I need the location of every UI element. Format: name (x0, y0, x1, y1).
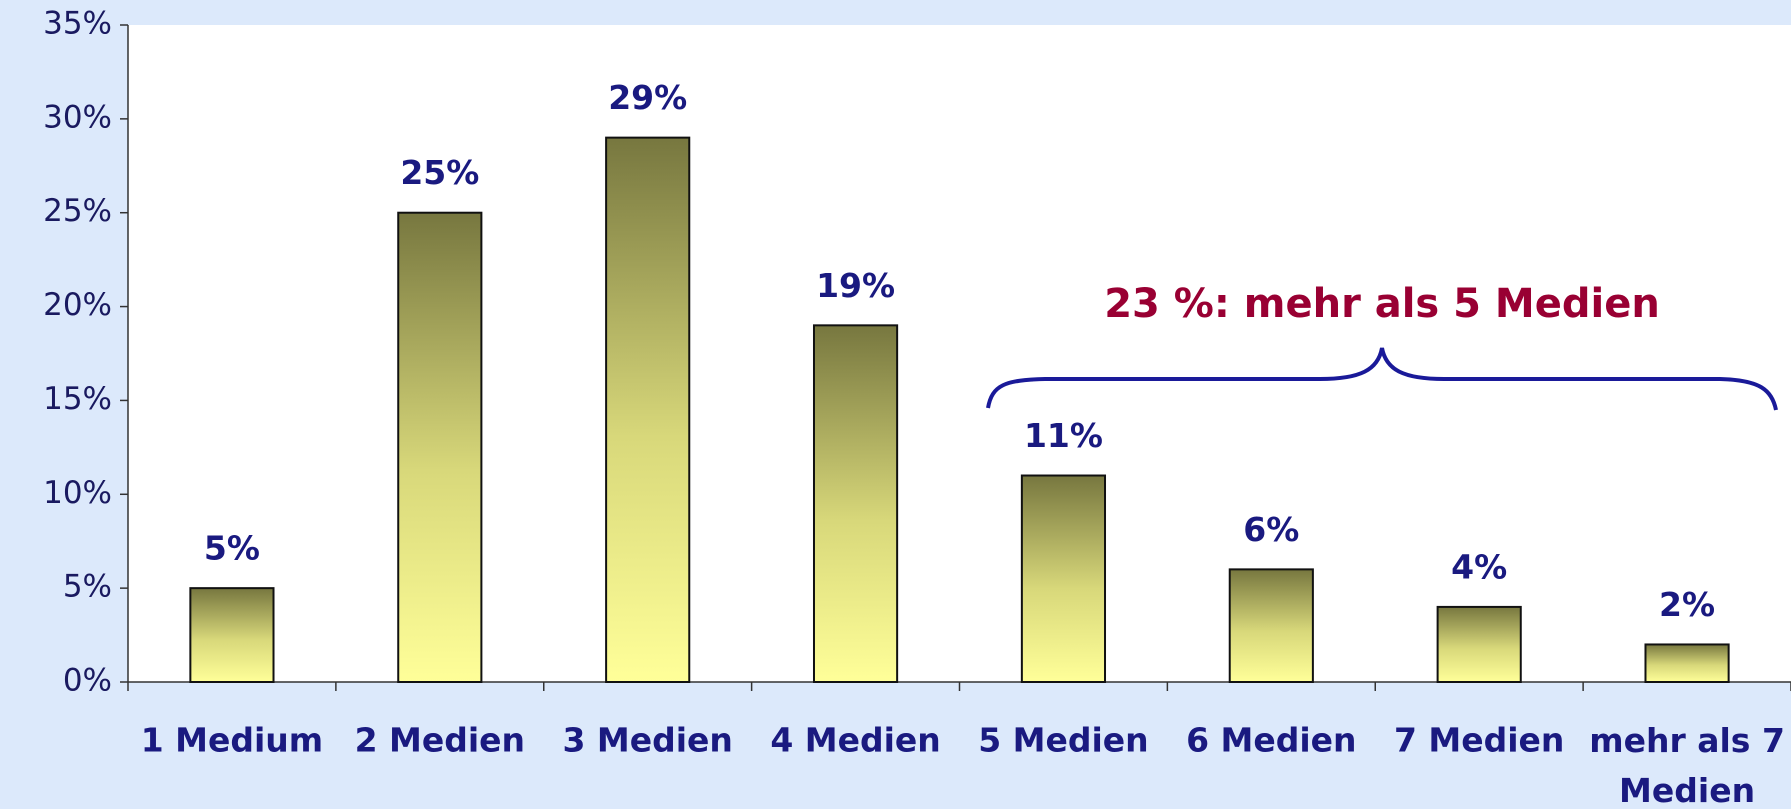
bar (189, 587, 275, 684)
bar (1020, 474, 1107, 683)
plot-area (128, 25, 1791, 682)
annotation: 23 %: mehr als 5 Medien (1104, 281, 1660, 327)
brace (986, 347, 1778, 411)
x-tick-label: 6 Medien (1186, 721, 1356, 760)
bar (397, 211, 483, 683)
y-tick-label: 20% (43, 287, 112, 323)
y-tick-label: 5% (63, 569, 112, 605)
x-tick-label: 1 Medium (141, 721, 323, 760)
x-tick-label: 7 Medien (1394, 721, 1564, 760)
bar (812, 324, 899, 683)
x-tick-label: 2 Medien (355, 721, 525, 760)
bar (1436, 605, 1522, 684)
y-tick-label: 30% (43, 99, 112, 135)
bar (1228, 568, 1314, 683)
y-tick-label: 25% (43, 193, 112, 229)
value-label: 19% (816, 266, 895, 305)
y-tick-label: 35% (43, 6, 112, 42)
y-tick-label: 15% (43, 381, 112, 417)
x-tick-label: 4 Medien (770, 721, 940, 760)
y-tick-label: 10% (43, 475, 112, 511)
y-tick-label: 0% (63, 663, 112, 699)
x-tick-label: 3 Medien (562, 721, 732, 760)
value-label: 5% (204, 529, 260, 568)
bar (1644, 643, 1730, 684)
x-tick-label: 5 Medien (978, 721, 1148, 760)
bar (605, 136, 691, 683)
value-label: 29% (608, 78, 687, 117)
value-label: 6% (1243, 510, 1299, 549)
value-label: 4% (1451, 547, 1507, 586)
value-label: 2% (1659, 585, 1715, 624)
x-tick-label: mehr als 7 Medien (1589, 721, 1785, 809)
value-label: 25% (400, 153, 479, 192)
value-label: 11% (1024, 416, 1103, 455)
